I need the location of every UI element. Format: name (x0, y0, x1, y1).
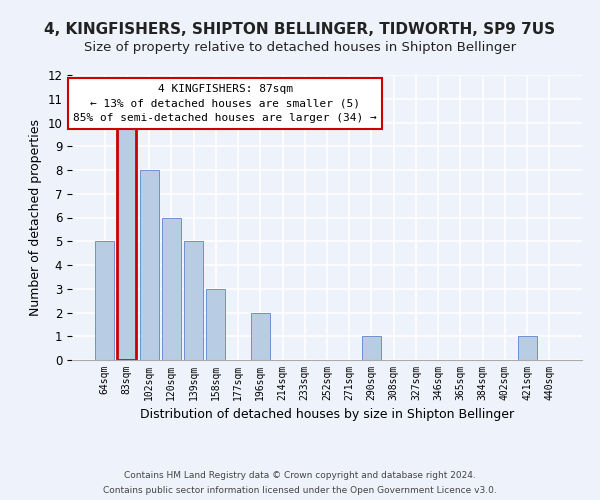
Bar (118, 122, 136, 360)
Bar (518, 336, 536, 360)
Text: Contains HM Land Registry data © Crown copyright and database right 2024.: Contains HM Land Registry data © Crown c… (124, 471, 476, 480)
X-axis label: Distribution of detached houses by size in Shipton Bellinger: Distribution of detached houses by size … (140, 408, 514, 422)
Bar (251, 312, 270, 360)
Text: 4 KINGFISHERS: 87sqm
← 13% of detached houses are smaller (5)
85% of semi-detach: 4 KINGFISHERS: 87sqm ← 13% of detached h… (73, 84, 377, 123)
Text: 4, KINGFISHERS, SHIPTON BELLINGER, TIDWORTH, SP9 7US: 4, KINGFISHERS, SHIPTON BELLINGER, TIDWO… (44, 22, 556, 38)
Bar (206, 289, 225, 360)
Bar (95, 242, 114, 360)
Bar (140, 170, 158, 360)
Text: Size of property relative to detached houses in Shipton Bellinger: Size of property relative to detached ho… (84, 41, 516, 54)
Bar (362, 336, 381, 360)
Bar (162, 218, 181, 360)
Text: Contains public sector information licensed under the Open Government Licence v3: Contains public sector information licen… (103, 486, 497, 495)
Bar (184, 242, 203, 360)
Y-axis label: Number of detached properties: Number of detached properties (29, 119, 42, 316)
